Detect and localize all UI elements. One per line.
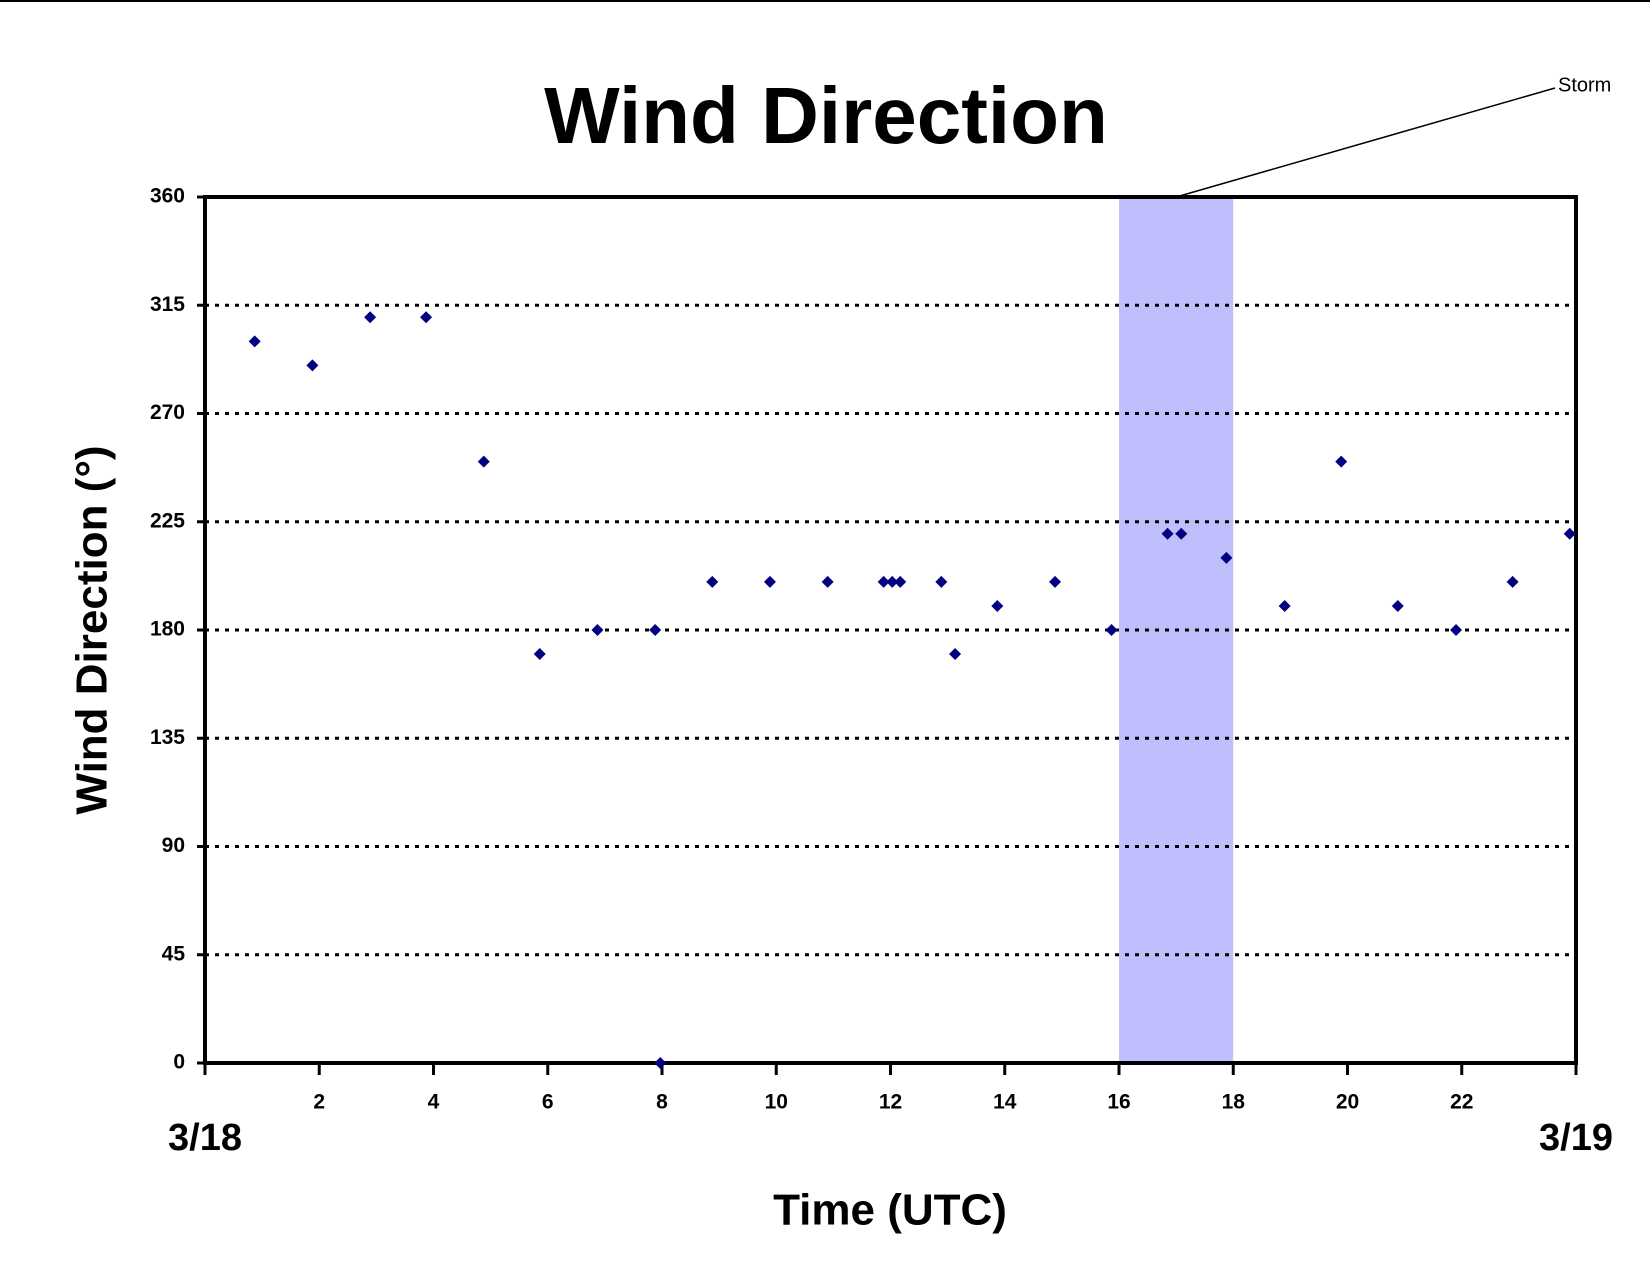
x-tick-label: 10 (765, 1091, 788, 1114)
data-point (935, 575, 948, 588)
data-point (894, 575, 907, 588)
data-point (1049, 575, 1062, 588)
y-tick-label: 45 (162, 942, 186, 965)
data-point (477, 455, 490, 468)
y-tick-label: 270 (150, 401, 185, 424)
data-point (1161, 527, 1174, 540)
data-point (1391, 599, 1404, 612)
y-tick-label: 180 (150, 618, 185, 641)
data-point (533, 648, 546, 661)
x-tick-label: 14 (993, 1091, 1017, 1114)
y-axis-label: Wind Direction (°) (68, 445, 117, 814)
chart-title: Wind Direction (544, 71, 1108, 160)
y-tick-label: 225 (150, 509, 185, 532)
data-point (1220, 551, 1233, 564)
data-point (991, 599, 1004, 612)
plot-frame (203, 195, 1578, 1065)
data-point (877, 575, 890, 588)
data-point (1450, 624, 1463, 636)
x-tick-label: 6 (542, 1091, 554, 1114)
data-point (248, 335, 261, 348)
storm-label: Storm (1558, 74, 1611, 96)
y-tick-label: 315 (150, 293, 185, 316)
start-date-label: 3/18 (168, 1117, 242, 1159)
data-point (649, 624, 662, 636)
data-point (1278, 599, 1291, 612)
x-tick-label: 8 (656, 1091, 668, 1114)
data-point (1335, 455, 1348, 468)
data-point (364, 311, 377, 324)
x-axis-label: Time (UTC) (773, 1186, 1007, 1235)
end-date-label: 3/19 (1539, 1117, 1613, 1159)
data-point (654, 1057, 667, 1069)
data-point (949, 648, 962, 661)
data-point (763, 575, 776, 588)
data-point (886, 575, 899, 588)
data-point (821, 575, 834, 588)
data-point (1105, 624, 1118, 636)
data-point (306, 359, 319, 372)
x-tick-label: 4 (428, 1091, 440, 1114)
x-tick-label: 16 (1107, 1091, 1130, 1114)
x-tick-label: 18 (1222, 1091, 1246, 1114)
data-point (1563, 527, 1576, 540)
storm-leader (1175, 87, 1556, 198)
y-tick-label: 90 (162, 834, 185, 857)
data-point (1175, 527, 1188, 540)
x-tick-label: 2 (313, 1091, 325, 1114)
y-tick-label: 135 (150, 726, 185, 749)
y-tick-label: 0 (173, 1051, 185, 1074)
x-tick-label: 22 (1450, 1091, 1473, 1114)
data-point (420, 311, 433, 324)
x-tick-label: 12 (879, 1091, 902, 1114)
x-tick-label: 20 (1336, 1091, 1359, 1114)
y-tick-label: 360 (150, 185, 185, 208)
data-point (1506, 575, 1519, 588)
data-point (591, 624, 604, 636)
data-point (706, 575, 719, 588)
